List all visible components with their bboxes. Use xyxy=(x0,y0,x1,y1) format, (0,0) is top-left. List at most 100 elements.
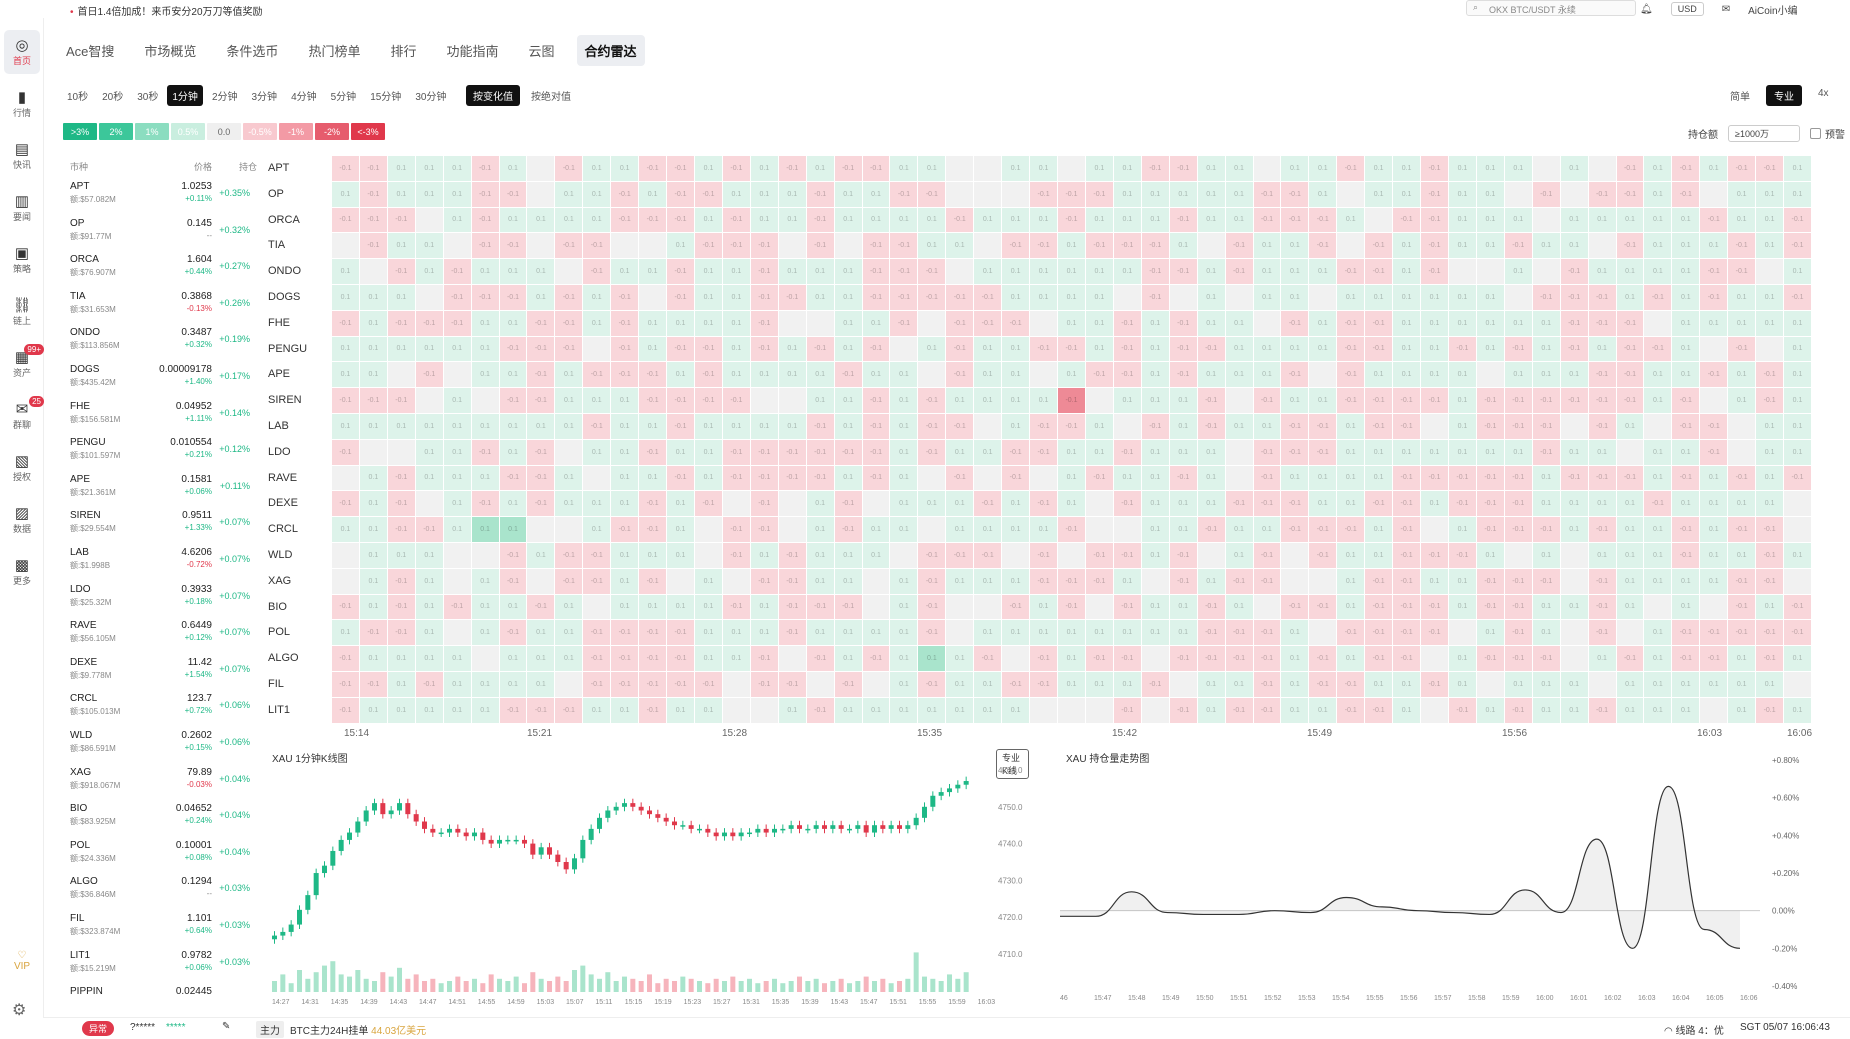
heatmap-cell[interactable]: -0.1 xyxy=(695,672,722,697)
heatmap-cell[interactable]: 0.1 xyxy=(1728,208,1755,233)
heatmap-cell[interactable]: 0.1 xyxy=(1784,388,1811,413)
heatmap-cell[interactable]: -0.1 xyxy=(1449,466,1476,491)
heatmap-cell[interactable]: 0.1 xyxy=(1254,259,1281,284)
heatmap-cell[interactable]: 0.1 xyxy=(360,491,387,516)
heatmap-cell[interactable]: 0.1 xyxy=(1198,208,1225,233)
heatmap-cell[interactable]: 0.1 xyxy=(1617,672,1644,697)
heatmap-cell[interactable]: -0.1 xyxy=(667,285,694,310)
heatmap-cell[interactable]: 0.1 xyxy=(863,362,890,387)
heatmap-cell[interactable] xyxy=(1477,672,1504,697)
heatmap-cell[interactable]: 0.1 xyxy=(1309,337,1336,362)
heatmap-cell[interactable]: 0.1 xyxy=(1030,259,1057,284)
heatmap-cell[interactable]: 0.1 xyxy=(555,182,582,207)
heatmap-cell[interactable]: -0.1 xyxy=(1281,362,1308,387)
heatmap-cell[interactable]: -0.1 xyxy=(1170,543,1197,568)
heatmap-cell[interactable]: -0.1 xyxy=(1170,259,1197,284)
heatmap-cell[interactable] xyxy=(918,466,945,491)
heatmap-cell[interactable]: 0.1 xyxy=(416,233,443,258)
heatmap-cell[interactable]: -0.1 xyxy=(360,233,387,258)
heatmap-cell[interactable]: -0.1 xyxy=(639,440,666,465)
heatmap-cell[interactable] xyxy=(779,233,806,258)
heatmap-cell[interactable]: 0.1 xyxy=(1058,672,1085,697)
heatmap-cell[interactable]: -0.1 xyxy=(751,672,778,697)
heatmap-cell[interactable]: 0.1 xyxy=(1198,491,1225,516)
heatmap-cell[interactable]: 0.1 xyxy=(500,491,527,516)
heatmap-cell[interactable]: -0.1 xyxy=(583,233,610,258)
heatmap-cell[interactable] xyxy=(723,569,750,594)
heatmap-cell[interactable]: -0.1 xyxy=(1142,285,1169,310)
heatmap-cell[interactable]: -0.1 xyxy=(1114,491,1141,516)
heatmap-cell[interactable]: 0.1 xyxy=(1756,440,1783,465)
heatmap-cell[interactable]: -0.1 xyxy=(1058,414,1085,439)
heatmap-cell[interactable]: -0.1 xyxy=(360,208,387,233)
heatmap-cell[interactable]: 0.1 xyxy=(1644,259,1671,284)
heatmap-cell[interactable]: 0.1 xyxy=(555,414,582,439)
heatmap-cell[interactable]: -0.1 xyxy=(1365,595,1392,620)
heatmap-cell[interactable]: 0.1 xyxy=(1142,388,1169,413)
heatmap-cell[interactable]: -0.1 xyxy=(863,440,890,465)
nav-tab-5[interactable]: 功能指南 xyxy=(438,35,506,66)
heatmap-cell[interactable]: 0.1 xyxy=(1449,595,1476,620)
heatmap-cell[interactable]: 0.1 xyxy=(1393,182,1420,207)
heatmap-cell[interactable]: -0.1 xyxy=(611,285,638,310)
heatmap-cell[interactable]: -0.1 xyxy=(500,698,527,723)
heatmap-cell[interactable] xyxy=(723,698,750,723)
heatmap-cell[interactable]: -0.1 xyxy=(388,259,415,284)
heatmap-cell[interactable]: 0.1 xyxy=(1477,182,1504,207)
heatmap-cell[interactable]: 0.1 xyxy=(555,491,582,516)
heatmap-cell[interactable]: 0.1 xyxy=(444,388,471,413)
heatmap-cell[interactable]: 0.1 xyxy=(695,595,722,620)
coin-row[interactable]: RAVE 额:$56.105M 0.6449 +0.12% +0.07% xyxy=(62,617,258,653)
heatmap-cell[interactable]: 0.1 xyxy=(974,259,1001,284)
heatmap-cell[interactable]: -0.1 xyxy=(1393,388,1420,413)
heatmap-cell[interactable]: 0.1 xyxy=(1700,491,1727,516)
heatmap-cell[interactable]: 0.1 xyxy=(1505,156,1532,181)
heatmap-cell[interactable]: 0.1 xyxy=(639,595,666,620)
heatmap-cell[interactable]: 0.1 xyxy=(890,208,917,233)
heatmap-cell[interactable] xyxy=(1617,620,1644,645)
heatmap-cell[interactable]: -0.1 xyxy=(611,311,638,336)
heatmap-cell[interactable]: 0.1 xyxy=(1086,311,1113,336)
heatmap-cell[interactable]: -0.1 xyxy=(416,362,443,387)
heatmap-cell[interactable]: -0.1 xyxy=(1114,595,1141,620)
heatmap-cell[interactable]: -0.1 xyxy=(1672,517,1699,542)
heatmap-cell[interactable] xyxy=(1142,646,1169,671)
heatmap-cell[interactable]: -0.1 xyxy=(1393,543,1420,568)
heatmap-cell[interactable]: 0.1 xyxy=(667,698,694,723)
heatmap-cell[interactable]: -0.1 xyxy=(723,233,750,258)
heatmap-cell[interactable]: -0.1 xyxy=(527,337,554,362)
heatmap-cell[interactable] xyxy=(1337,233,1364,258)
heatmap-cell[interactable]: 0.1 xyxy=(1644,517,1671,542)
heatmap-cell[interactable]: -0.1 xyxy=(555,698,582,723)
heatmap-cell[interactable]: 0.1 xyxy=(444,698,471,723)
heatmap-cell[interactable]: 0.1 xyxy=(723,337,750,362)
heatmap-cell[interactable]: -0.1 xyxy=(1784,285,1811,310)
heatmap-cell[interactable]: 0.1 xyxy=(416,646,443,671)
heatmap-cell[interactable]: -0.1 xyxy=(1617,362,1644,387)
heatmap-cell[interactable]: -0.1 xyxy=(946,362,973,387)
heatmap-cell[interactable]: -0.1 xyxy=(1226,233,1253,258)
heatmap-cell[interactable]: 0.1 xyxy=(472,259,499,284)
heatmap-cell[interactable]: -0.1 xyxy=(1365,414,1392,439)
heatmap-cell[interactable]: -0.1 xyxy=(1477,569,1504,594)
heatmap-cell[interactable] xyxy=(527,569,554,594)
legend-swatch[interactable]: -0.5% xyxy=(243,123,277,140)
heatmap-cell[interactable]: -0.1 xyxy=(611,182,638,207)
heatmap-cell[interactable] xyxy=(527,517,554,542)
heatmap-cell[interactable]: 0.1 xyxy=(611,569,638,594)
heatmap-cell[interactable]: -0.1 xyxy=(1421,672,1448,697)
heatmap-cell[interactable]: -0.1 xyxy=(332,156,359,181)
heatmap-cell[interactable]: 0.1 xyxy=(779,362,806,387)
heatmap-cell[interactable]: -0.1 xyxy=(1170,698,1197,723)
heatmap-cell[interactable]: 0.1 xyxy=(1589,491,1616,516)
heatmap-cell[interactable]: -0.1 xyxy=(444,259,471,284)
heatmap-cell[interactable]: 0.1 xyxy=(1030,620,1057,645)
heatmap-cell[interactable]: -0.1 xyxy=(1337,311,1364,336)
heatmap-cell[interactable]: 0.1 xyxy=(695,259,722,284)
heatmap-cell[interactable]: -0.1 xyxy=(527,388,554,413)
heatmap-cell[interactable]: 0.1 xyxy=(974,208,1001,233)
heatmap-cell[interactable] xyxy=(332,233,359,258)
heatmap-cell[interactable]: 0.1 xyxy=(1477,698,1504,723)
heatmap-cell[interactable]: -0.1 xyxy=(1728,337,1755,362)
heatmap-cell[interactable] xyxy=(1226,388,1253,413)
